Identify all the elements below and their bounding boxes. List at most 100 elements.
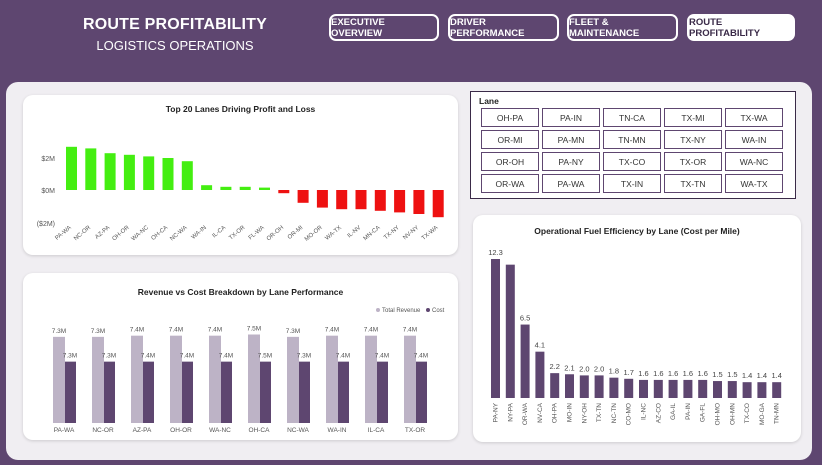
x-tick-label: CO-MO xyxy=(626,403,633,425)
legend-cost-label: Cost xyxy=(432,308,445,314)
fuel-efficiency-chart-title: Operational Fuel Efficiency by Lane (Cos… xyxy=(534,226,740,236)
fuel-bar-oh-pa xyxy=(550,373,560,398)
cost-bar-nc-wa xyxy=(299,361,310,423)
lane-option-pa-wa[interactable]: PA-WA xyxy=(542,174,600,193)
profit-loss-chart-card: Top 20 Lanes Driving Profit and Loss $2M… xyxy=(23,95,458,255)
nav-route-profitability-button[interactable]: ROUTE PROFITABILITY xyxy=(687,14,795,41)
fuel-bar-or-wa xyxy=(520,324,530,398)
lane-option-pa-mn[interactable]: PA-MN xyxy=(542,130,600,149)
lane-option-tn-ca[interactable]: TN-CA xyxy=(603,108,661,127)
x-tick-label: OH-PA xyxy=(552,402,559,423)
profit-loss-chart-title: Top 20 Lanes Driving Profit and Loss xyxy=(165,104,316,114)
fuel-data-label: 1.4 xyxy=(742,371,752,380)
revenue-data-label: 7.4M xyxy=(325,327,339,334)
fuel-data-label: 1.4 xyxy=(757,371,767,380)
lane-option-tx-wa[interactable]: TX-WA xyxy=(725,108,783,127)
lane-option-or-oh[interactable]: OR-OH xyxy=(481,152,539,171)
lane-option-wa-in[interactable]: WA-IN xyxy=(725,130,783,149)
lane-option-pa-ny[interactable]: PA-NY xyxy=(542,152,600,171)
fuel-data-label: 1.5 xyxy=(727,370,737,379)
lane-option-tx-co[interactable]: TX-CO xyxy=(603,152,661,171)
legend-cost-marker xyxy=(426,308,430,312)
lane-option-pa-in[interactable]: PA-IN xyxy=(542,108,600,127)
cost-bar-tx-or xyxy=(416,361,427,423)
fuel-data-label: 1.6 xyxy=(653,369,663,378)
fuel-bar-pa-ny xyxy=(491,259,500,398)
revenue-cost-chart-card: Revenue vs Cost Breakdown by Lane Perfor… xyxy=(23,273,458,440)
x-tick-label: PA-WA xyxy=(54,427,75,434)
y-tick-label: $2M xyxy=(41,156,55,163)
x-tick-label: PA-IN xyxy=(685,403,692,420)
nav-driver-performance-button[interactable]: DRIVER PERFORMANCE xyxy=(448,14,559,41)
lane-slicer-title: Lane xyxy=(479,96,499,106)
fuel-bar-pa-in xyxy=(683,379,693,398)
x-tick-label: NY-PA xyxy=(507,402,514,421)
fuel-efficiency-chart-card: Operational Fuel Efficiency by Lane (Cos… xyxy=(473,215,801,442)
x-tick-label: OR-MI xyxy=(287,225,305,241)
lane-option-wa-nc[interactable]: WA-NC xyxy=(725,152,783,171)
x-tick-label: OH-MO xyxy=(715,403,722,425)
bar-fl-wa xyxy=(259,187,270,190)
lane-option-tx-ny[interactable]: TX-NY xyxy=(664,130,722,149)
cost-bar-oh-or xyxy=(182,361,193,423)
fuel-data-label: 1.6 xyxy=(697,369,707,378)
bar-il-ca xyxy=(220,186,232,190)
x-tick-label: NC-OR xyxy=(92,427,114,434)
y-tick-label: $0M xyxy=(41,188,55,195)
fuel-bar-tn-mn xyxy=(772,382,782,398)
bar-wa-nc xyxy=(143,156,155,190)
fuel-data-label: 2.0 xyxy=(579,364,589,373)
x-tick-label: MO-IN xyxy=(567,403,574,422)
x-tick-label: NC-WA xyxy=(169,225,188,243)
revenue-bar-az-pa xyxy=(131,335,143,423)
fuel-efficiency-chart: 12.3 PA-NY NY-PA 6.5 OR-WA 4.1 NV-CA 2.2 OH-PA 2.… xyxy=(488,248,782,425)
nav-executive-overview-button[interactable]: EXECUTIVE OVERVIEW xyxy=(329,14,439,41)
x-tick-label: TN-MN xyxy=(774,403,781,424)
x-tick-label: IL-CA xyxy=(368,427,385,434)
revenue-data-label: 7.4M xyxy=(169,327,183,334)
page-subtitle: LOGISTICS OPERATIONS xyxy=(96,38,254,53)
x-tick-label: NY-OH xyxy=(581,403,588,424)
x-tick-label: WA-IN xyxy=(328,427,347,434)
bar-oh-ca xyxy=(162,158,174,190)
fuel-bar-az-co xyxy=(653,379,663,398)
fuel-data-label: 12.3 xyxy=(488,248,503,257)
nav-fleet-maintenance-button[interactable]: FLEET & MAINTENANCE xyxy=(567,14,678,41)
x-tick-label: PA-NY xyxy=(493,402,500,422)
revenue-data-label: 7.5M xyxy=(247,326,261,333)
x-tick-label: GA-FL xyxy=(700,403,707,423)
bar-tx-or xyxy=(239,186,251,190)
fuel-data-label: 1.7 xyxy=(623,368,633,377)
x-tick-label: OH-MN xyxy=(729,403,736,425)
cost-data-label: 7.4M xyxy=(219,353,233,360)
revenue-bar-oh-or xyxy=(170,335,182,423)
x-tick-label: MO-OR xyxy=(304,225,324,243)
lane-option-or-mi[interactable]: OR-MI xyxy=(481,130,539,149)
x-tick-label: TX-WA xyxy=(421,225,439,242)
fuel-bar-tx-co xyxy=(742,382,752,398)
lane-option-or-wa[interactable]: OR-WA xyxy=(481,174,539,193)
revenue-bar-nc-wa xyxy=(287,336,299,423)
fuel-bar-ga-il xyxy=(668,379,678,398)
bar-oh-or xyxy=(123,154,135,190)
cost-bar-wa-nc xyxy=(221,361,232,423)
bar-wa-in xyxy=(201,185,213,190)
lane-option-tx-tn[interactable]: TX-TN xyxy=(664,174,722,193)
x-tick-label: IL-NC xyxy=(641,403,648,420)
lane-option-tx-in[interactable]: TX-IN xyxy=(603,174,661,193)
fuel-bar-ny-pa xyxy=(505,264,515,398)
x-tick-label: OR-WA xyxy=(522,402,529,425)
bar-or-oh xyxy=(278,190,290,194)
x-tick-label: NC-TN xyxy=(611,403,618,424)
lane-option-tn-mn[interactable]: TN-MN xyxy=(603,130,661,149)
fuel-data-label: 1.8 xyxy=(609,367,619,376)
lane-option-oh-pa[interactable]: OH-PA xyxy=(481,108,539,127)
cost-data-label: 7.4M xyxy=(375,353,389,360)
x-tick-label: IL-NV xyxy=(347,225,363,239)
x-tick-label: NV-NY xyxy=(402,225,420,241)
lane-option-tx-or[interactable]: TX-OR xyxy=(664,152,722,171)
lane-option-tx-mi[interactable]: TX-MI xyxy=(664,108,722,127)
fuel-bar-il-nc xyxy=(639,379,648,398)
x-tick-label: TX-TN xyxy=(596,403,603,422)
lane-option-wa-tx[interactable]: WA-TX xyxy=(725,174,783,193)
